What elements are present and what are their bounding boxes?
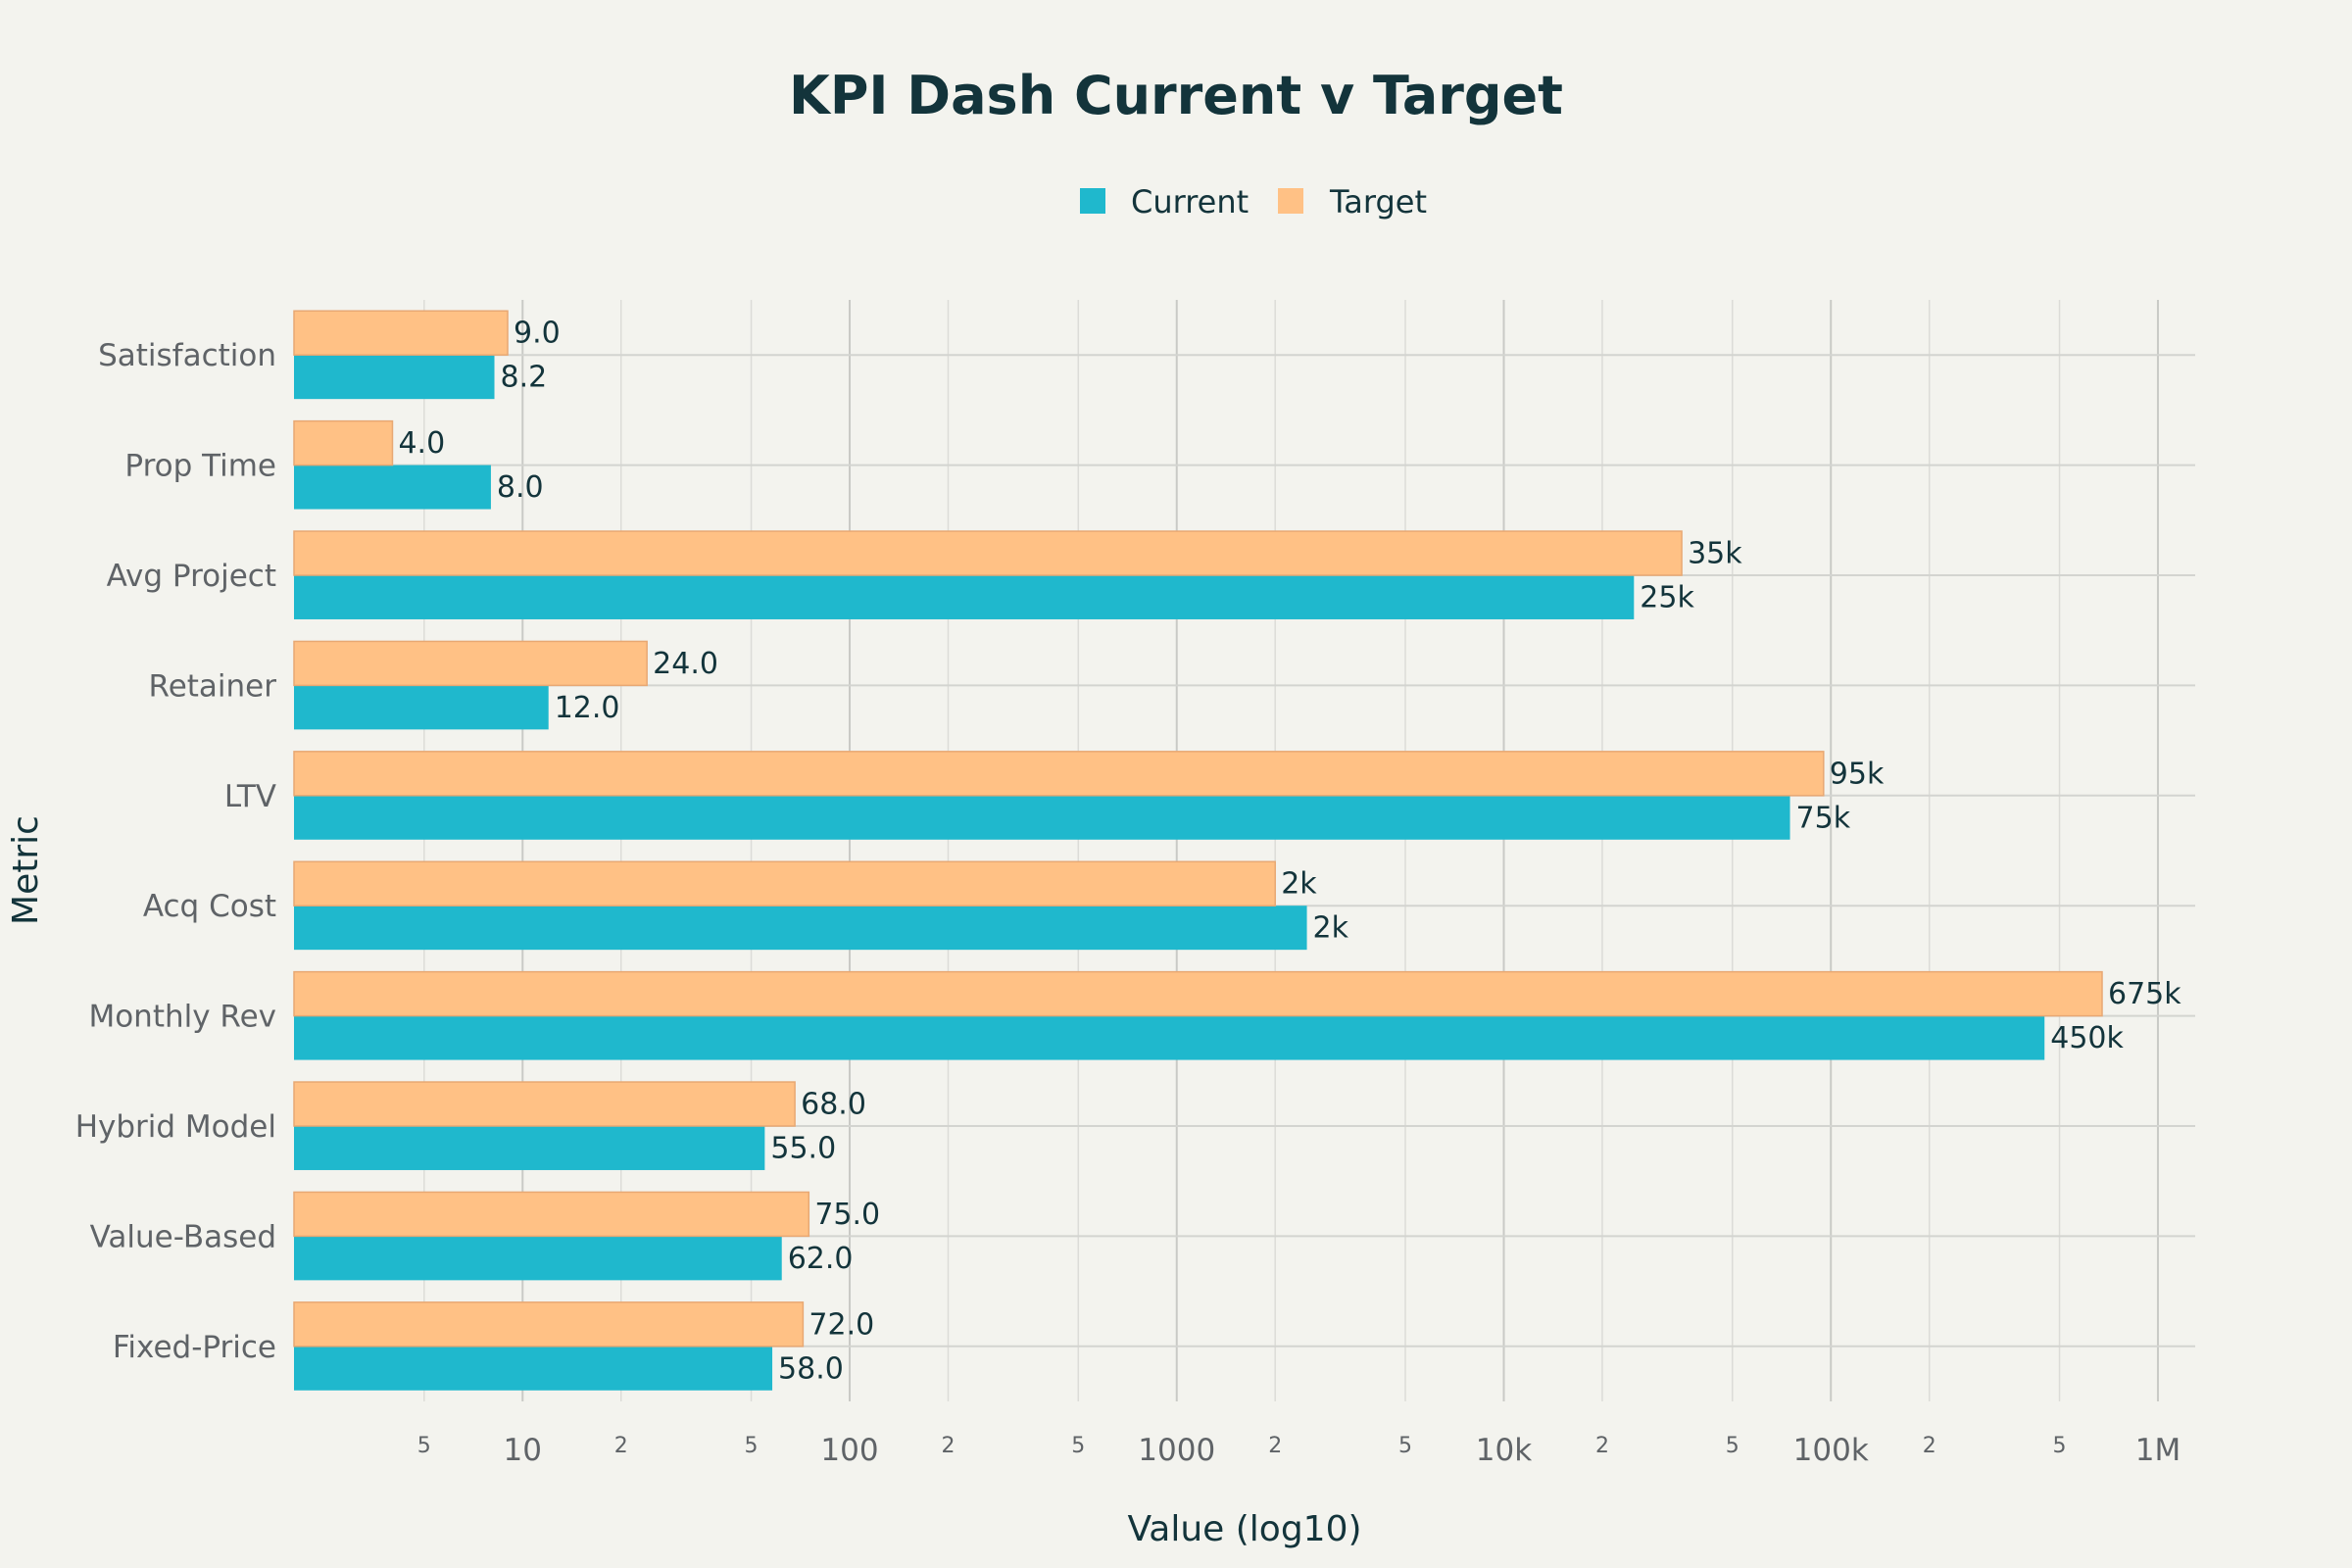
y-tick-label-fixed-price: Fixed-Price <box>113 1330 276 1365</box>
bar-target-ltv <box>293 751 1825 797</box>
x-tick-label-minor: 5 <box>745 1434 759 1458</box>
data-label-current-retainer: 12.0 <box>555 691 620 725</box>
data-label-current-avg-project: 25k <box>1640 580 1694 614</box>
x-tick-label-major: 1000 <box>1138 1433 1215 1468</box>
data-label-target-retainer: 24.0 <box>653 647 718 681</box>
chart-title: KPI Dash Current v Target <box>789 65 1563 126</box>
legend-label-current: Current <box>1131 183 1249 220</box>
data-label-current-monthly-rev: 450k <box>2050 1021 2124 1055</box>
y-tick-label-ltv: LTV <box>224 779 276 814</box>
y-tick-label-value-based: Value-Based <box>90 1219 276 1254</box>
x-tick-label-minor: 5 <box>2053 1434 2067 1458</box>
x-tick-label-minor: 5 <box>417 1434 431 1458</box>
data-label-target-acq-cost: 2k <box>1281 867 1317 902</box>
bar-current-ltv <box>294 795 1790 840</box>
data-label-target-avg-project: 35k <box>1688 537 1742 571</box>
x-tick-label-minor: 2 <box>1595 1434 1609 1458</box>
y-tick-label-prop-time: Prop Time <box>124 449 276 484</box>
legend: Current Target <box>1080 183 1427 220</box>
bar-current-hybrid-model <box>294 1126 765 1170</box>
x-tick-label-minor: 5 <box>1398 1434 1412 1458</box>
y-axis-title: Metric <box>6 815 46 925</box>
bar-current-prop-time <box>294 465 491 510</box>
x-tick-label-minor: 2 <box>941 1434 955 1458</box>
x-axis-labels: 10 100 1000 10k 100k 1M 5 2 5 2 5 2 5 2 5 2 5 <box>417 1433 2180 1468</box>
bar-current-acq-cost <box>294 906 1307 951</box>
data-labels: 58.0 72.0 62.0 75.0 55.0 68.0 450k 675k 2k 2k 75k 9… <box>398 317 2181 1387</box>
legend-label-target: Target <box>1329 183 1427 220</box>
x-tick-label-minor: 2 <box>614 1434 628 1458</box>
bar-target-avg-project <box>293 530 1683 576</box>
data-label-target-satisfaction: 9.0 <box>514 317 561 351</box>
bar-target-acq-cost <box>293 860 1276 906</box>
x-tick-label-minor: 2 <box>1268 1434 1282 1458</box>
x-tick-label-major: 100k <box>1793 1433 1869 1468</box>
bar-target-hybrid-model <box>293 1081 796 1127</box>
bar-current-monthly-rev <box>294 1015 2045 1060</box>
data-label-current-ltv: 75k <box>1796 801 1851 835</box>
bar-current-value-based <box>294 1236 782 1281</box>
x-tick-label-major: 10k <box>1476 1433 1532 1468</box>
x-tick-label-minor: 5 <box>1071 1434 1085 1458</box>
x-tick-label-major: 100 <box>820 1433 878 1468</box>
data-label-current-hybrid-model: 55.0 <box>770 1131 836 1165</box>
bar-target-monthly-rev <box>293 970 2103 1017</box>
data-label-current-prop-time: 8.0 <box>497 470 544 505</box>
bar-target-fixed-price <box>293 1301 805 1348</box>
data-label-target-monthly-rev: 675k <box>2108 977 2181 1011</box>
bar-target-value-based <box>293 1191 810 1238</box>
data-label-current-fixed-price: 58.0 <box>778 1351 844 1386</box>
data-label-current-acq-cost: 2k <box>1313 911 1349 946</box>
x-tick-label-major: 10 <box>504 1433 542 1468</box>
data-label-target-value-based: 75.0 <box>814 1198 880 1232</box>
bar-target-retainer <box>293 640 648 687</box>
bar-target-satisfaction <box>293 310 509 356</box>
data-label-current-satisfaction: 8.2 <box>501 361 548 395</box>
y-tick-label-retainer: Retainer <box>149 668 277 704</box>
y-axis-labels: Fixed-Price Value-Based Hybrid Model Monthl… <box>75 338 277 1365</box>
y-tick-label-acq-cost: Acq Cost <box>143 889 276 924</box>
y-tick-label-hybrid-model: Hybrid Model <box>75 1109 276 1145</box>
bar-target-prop-time <box>293 419 394 466</box>
y-tick-label-monthly-rev: Monthly Rev <box>88 1000 276 1035</box>
data-label-target-hybrid-model: 68.0 <box>801 1088 866 1122</box>
legend-swatch-target <box>1278 188 1303 214</box>
bar-current-satisfaction <box>294 355 495 400</box>
legend-swatch-current <box>1080 188 1105 214</box>
bars <box>293 310 2103 1391</box>
data-label-current-value-based: 62.0 <box>788 1242 854 1276</box>
y-tick-label-satisfaction: Satisfaction <box>98 338 276 373</box>
y-tick-label-avg-project: Avg Project <box>107 559 276 594</box>
bar-current-retainer <box>294 685 549 730</box>
x-tick-label-major: 1M <box>2135 1433 2180 1468</box>
x-axis-title: Value (log10) <box>1127 1509 1361 1549</box>
data-label-target-ltv: 95k <box>1830 757 1885 791</box>
data-label-target-prop-time: 4.0 <box>398 426 445 461</box>
x-tick-label-minor: 5 <box>1726 1434 1740 1458</box>
bar-current-avg-project <box>294 575 1635 619</box>
data-label-target-fixed-price: 72.0 <box>808 1307 874 1342</box>
bar-current-fixed-price <box>294 1346 773 1391</box>
x-tick-label-minor: 2 <box>1923 1434 1936 1458</box>
